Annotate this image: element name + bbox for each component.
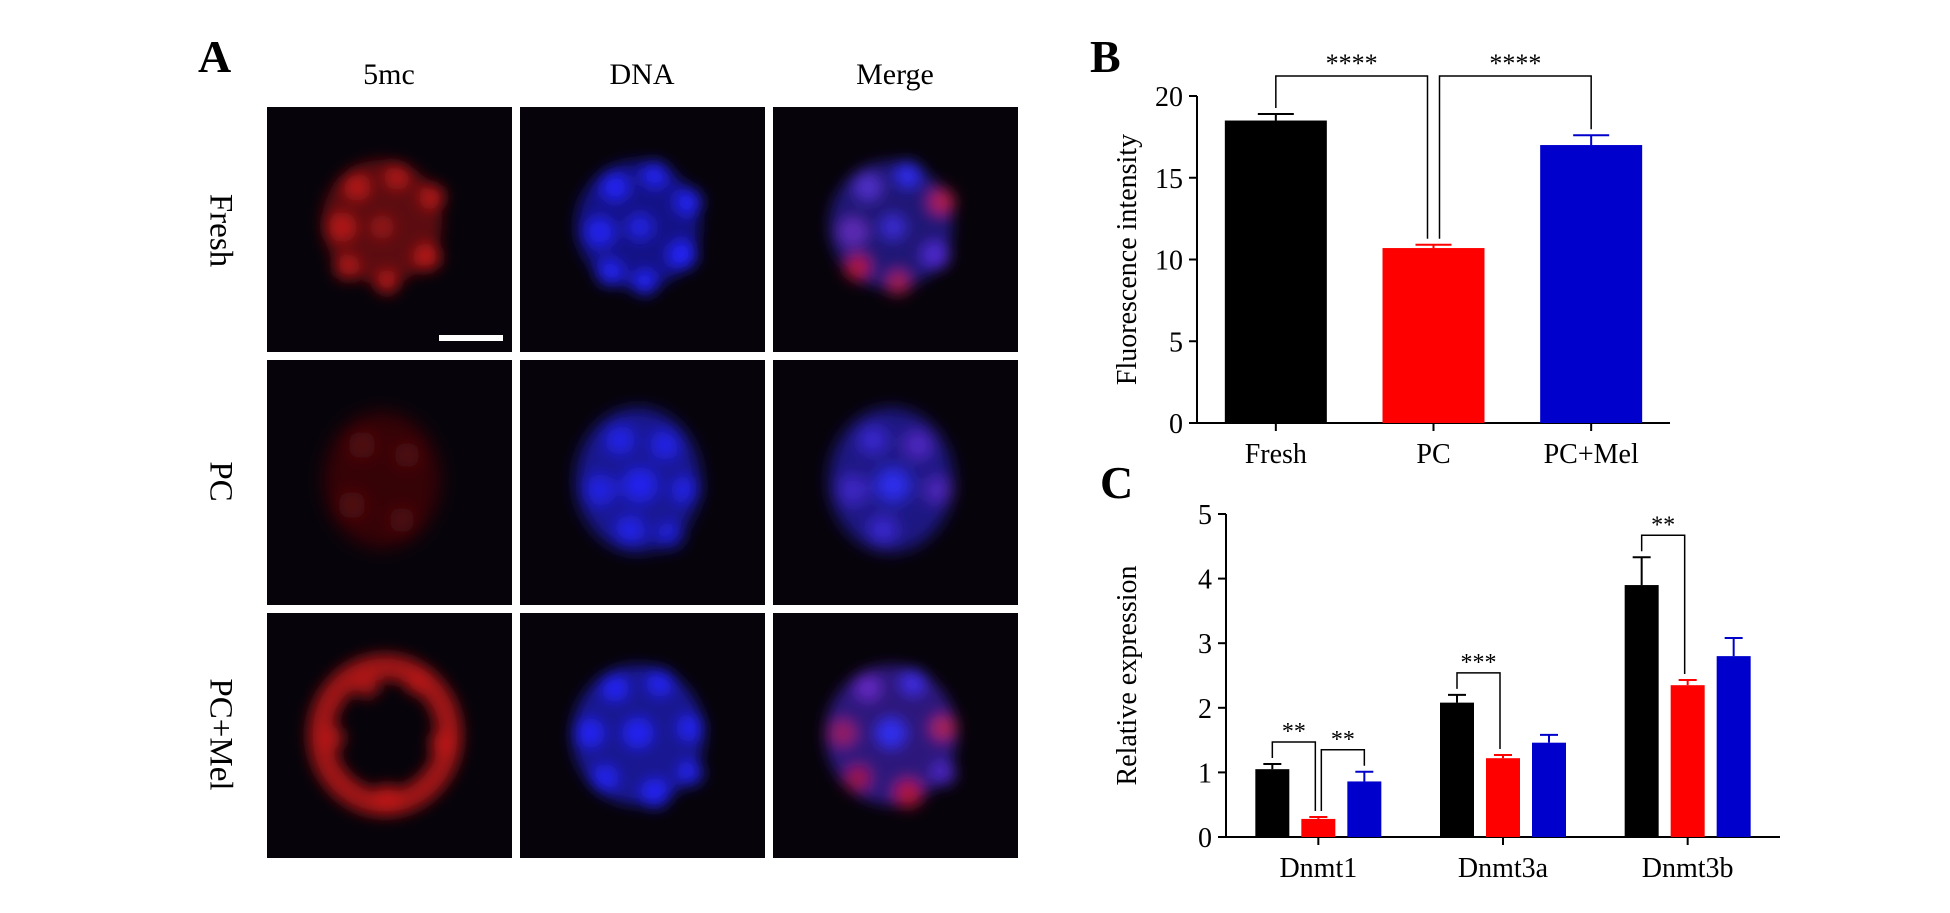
y-tick-label: 20 xyxy=(1155,82,1183,113)
x-tick-label: Dnmt1 xyxy=(1279,853,1357,884)
row-label-pc-mel: PC+Mel xyxy=(202,678,239,791)
stain-dna-pcmel xyxy=(572,665,704,808)
x-tick-label: Dnmt3a xyxy=(1458,853,1549,884)
chart-relative-expression: 0 1 2 3 4 5 Relative expression Dnmt1 Dnmt3a Dnmt… xyxy=(1112,500,1780,884)
micrograph-grid xyxy=(267,107,1024,860)
stain-dna-pc xyxy=(576,408,700,552)
significance-bracket xyxy=(1438,75,1592,239)
stain-merge-pc xyxy=(829,408,953,552)
x-tick-label: PC+Mel xyxy=(1544,439,1639,470)
significance-label: ** xyxy=(1331,727,1355,753)
bar xyxy=(1301,818,1336,837)
micrograph-pcmel-5mc xyxy=(267,613,512,858)
y-tick-label: 4 xyxy=(1198,565,1212,596)
significance-bracket xyxy=(1456,672,1501,749)
y-tick-label: 15 xyxy=(1155,164,1183,195)
row-label-fresh: Fresh xyxy=(202,193,239,268)
column-label-merge: Merge xyxy=(856,58,934,91)
micrograph-pc-dna xyxy=(520,360,765,605)
bar xyxy=(1347,781,1382,837)
stain-5mc-pc xyxy=(324,412,440,548)
significance-label: **** xyxy=(1326,49,1378,78)
micrograph-pc-merge xyxy=(773,360,1018,605)
scale-bar xyxy=(439,335,503,341)
significance-label: ** xyxy=(1651,512,1675,538)
panel-a-letter: A xyxy=(198,31,232,82)
bar xyxy=(1224,120,1327,424)
y-tick-label: 0 xyxy=(1198,823,1212,854)
bar xyxy=(1624,585,1659,837)
micrograph-fresh-merge xyxy=(773,107,1018,352)
significance-bracket xyxy=(1275,75,1429,239)
column-label-5mc: 5mc xyxy=(363,58,415,91)
column-label-dna: DNA xyxy=(609,58,675,91)
panel-c-letter: C xyxy=(1100,457,1134,508)
significance-bracket xyxy=(1640,534,1686,675)
bar xyxy=(1486,758,1520,837)
y-tick-label: 5 xyxy=(1198,500,1212,531)
bar xyxy=(1716,656,1751,837)
y-tick-label: 2 xyxy=(1198,694,1212,725)
y-tick-label: 3 xyxy=(1198,629,1212,660)
y-tick-label: 5 xyxy=(1169,327,1183,358)
x-tick-label: PC xyxy=(1416,439,1450,470)
stain-merge-pcmel xyxy=(825,665,957,808)
y-tick-label: 10 xyxy=(1155,246,1183,277)
row-label-pc: PC xyxy=(202,461,239,502)
significance-label: **** xyxy=(1489,49,1541,78)
micrograph-fresh-5mc xyxy=(267,107,512,352)
micrograph-pcmel-merge xyxy=(773,613,1018,858)
stain-5mc-fresh xyxy=(322,160,445,294)
chart-fluorescence-intensity: 0 5 10 15 20 Fluorescence intensity Fresh PC PC+… xyxy=(1112,49,1670,470)
bar xyxy=(1255,769,1290,837)
stain-merge-fresh xyxy=(829,161,955,295)
bar xyxy=(1532,742,1566,837)
x-tick-label: Fresh xyxy=(1245,439,1307,470)
y-axis-label: Relative expression xyxy=(1112,565,1143,785)
micrograph-fresh-dna xyxy=(520,107,765,352)
y-axis-label: Fluorescence intensity xyxy=(1112,134,1143,385)
x-tick-label: Dnmt3b xyxy=(1642,853,1734,884)
y-tick-label: 1 xyxy=(1198,758,1212,789)
panel-b-letter: B xyxy=(1090,31,1121,82)
significance-label: *** xyxy=(1461,650,1497,676)
micrograph-pc-5mc xyxy=(267,360,512,605)
significance-label: ** xyxy=(1282,719,1306,745)
micrograph-pcmel-dna xyxy=(520,613,765,858)
significance-bracket xyxy=(1271,741,1317,811)
bar xyxy=(1540,145,1643,424)
y-tick-label: 0 xyxy=(1169,409,1183,440)
bar xyxy=(1670,685,1705,837)
significance-bracket xyxy=(1320,749,1366,811)
stain-dna-fresh xyxy=(576,161,702,295)
stain-5mc-pcmel xyxy=(308,654,462,816)
bar xyxy=(1382,248,1485,423)
bar xyxy=(1440,702,1474,837)
